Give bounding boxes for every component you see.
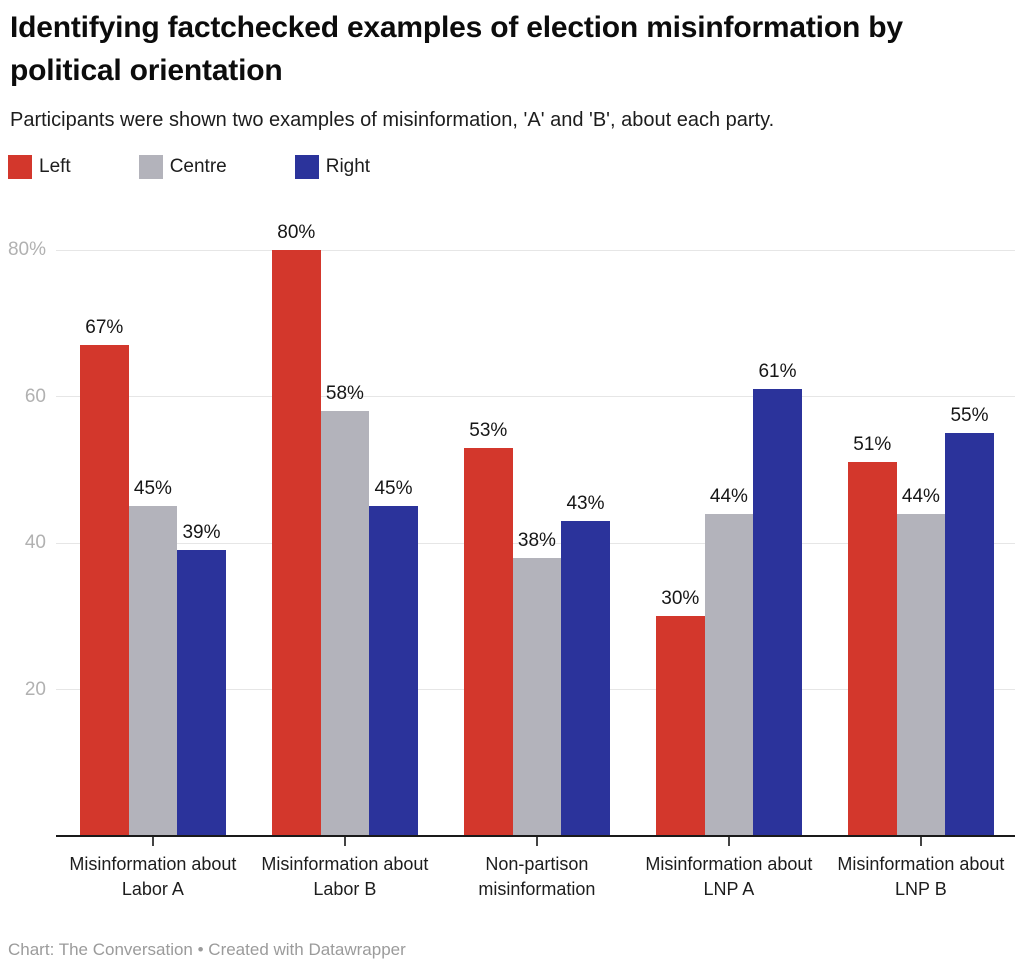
- bar-value-label: 80%: [277, 222, 316, 243]
- bar-value-label: 45%: [133, 478, 172, 500]
- credit-line: Chart: The Conversation • Created with D…: [8, 940, 406, 959]
- bar-centre-non-partison-misinformation: [512, 557, 562, 836]
- bar-right-misinformation-about-labor-b: [369, 506, 418, 836]
- legend-label-left: Left: [39, 156, 71, 177]
- bar-value-label: 51%: [853, 434, 892, 456]
- bar-centre-misinformation-about-lnp-b: [896, 513, 946, 836]
- bar-value-label: 45%: [374, 478, 413, 500]
- bar-left-non-partison-misinformation: [464, 447, 513, 836]
- bar-value-label: 55%: [950, 405, 989, 427]
- bar-value-label: 43%: [566, 493, 605, 515]
- bar-value-label: 53%: [469, 419, 508, 441]
- bar-value-label: 38%: [517, 529, 556, 551]
- bar-right-misinformation-about-labor-a: [177, 550, 226, 836]
- bar-centre-misinformation-about-labor-b: [320, 411, 370, 836]
- page-title: Identifying factchecked examples of elec…: [10, 11, 903, 87]
- bar-left-misinformation-about-labor-b: [272, 250, 321, 836]
- gridline-60: [56, 396, 1015, 397]
- bar-left-misinformation-about-labor-a: [80, 345, 129, 836]
- plot-area: 67% 80% 53% 30% 51% 45% 58% 38% 44% 44% 39% 45% 43% 6…: [56, 222, 1015, 836]
- bar-value-label: 39%: [182, 522, 221, 544]
- bar-value-label: 44%: [709, 485, 748, 507]
- bar-right-misinformation-about-lnp-a: [753, 389, 802, 836]
- x-axis-tick: [344, 837, 346, 846]
- x-axis-category-label-misinformation-about-labor-a: Misinformation about Labor A: [69, 854, 237, 899]
- gridline-80: [56, 249, 1015, 251]
- legend-item-left: Left: [8, 155, 71, 179]
- legend-item-centre: Centre: [138, 155, 227, 179]
- y-axis-label-80: 80%: [7, 239, 46, 260]
- y-axis-label-20: 20: [24, 678, 46, 700]
- bar-left-misinformation-about-lnp-a: [656, 616, 705, 836]
- legend-swatch-centre: [138, 155, 163, 179]
- bar-value-label: 30%: [661, 588, 700, 610]
- x-axis-tick: [920, 837, 922, 846]
- x-axis-category-label-misinformation-about-labor-b: Misinformation about Labor B: [261, 854, 429, 899]
- bar-left-misinformation-about-lnp-b: [848, 462, 897, 836]
- x-axis-category-label-non-partison-misinformation: Non-partison misinformation: [478, 854, 596, 899]
- gridline-40: [56, 542, 1015, 544]
- bar-centre-misinformation-about-lnp-a: [704, 513, 754, 836]
- page-subtitle: Participants were shown two examples of …: [10, 109, 775, 131]
- x-axis-tick: [536, 837, 538, 846]
- legend-item-right: Right: [294, 155, 371, 179]
- x-axis-tick: [152, 837, 154, 846]
- x-axis-tick: [728, 837, 730, 846]
- bar-right-non-partison-misinformation: [561, 521, 610, 836]
- x-axis-line: [56, 835, 1015, 837]
- legend-swatch-right: [294, 155, 319, 179]
- bar-centre-misinformation-about-labor-a: [128, 506, 178, 836]
- bar-value-label: 67%: [85, 317, 124, 339]
- legend: Left Centre Right: [8, 155, 370, 179]
- y-axis-label-60: 60: [24, 385, 46, 407]
- x-axis-category-label-misinformation-about-lnp-b: Misinformation about LNP B: [837, 854, 1005, 899]
- y-axis-label-40: 40: [24, 532, 46, 553]
- x-axis-category-label-misinformation-about-lnp-a: Misinformation about LNP A: [645, 854, 813, 899]
- legend-swatch-left: [8, 155, 32, 179]
- legend-label-right: Right: [325, 156, 371, 177]
- legend-label-centre: Centre: [169, 156, 227, 177]
- bar-right-misinformation-about-lnp-b: [945, 433, 994, 836]
- bar-value-label: 61%: [758, 361, 797, 383]
- bar-value-label: 44%: [901, 485, 940, 507]
- bar-value-label: 58%: [325, 383, 364, 405]
